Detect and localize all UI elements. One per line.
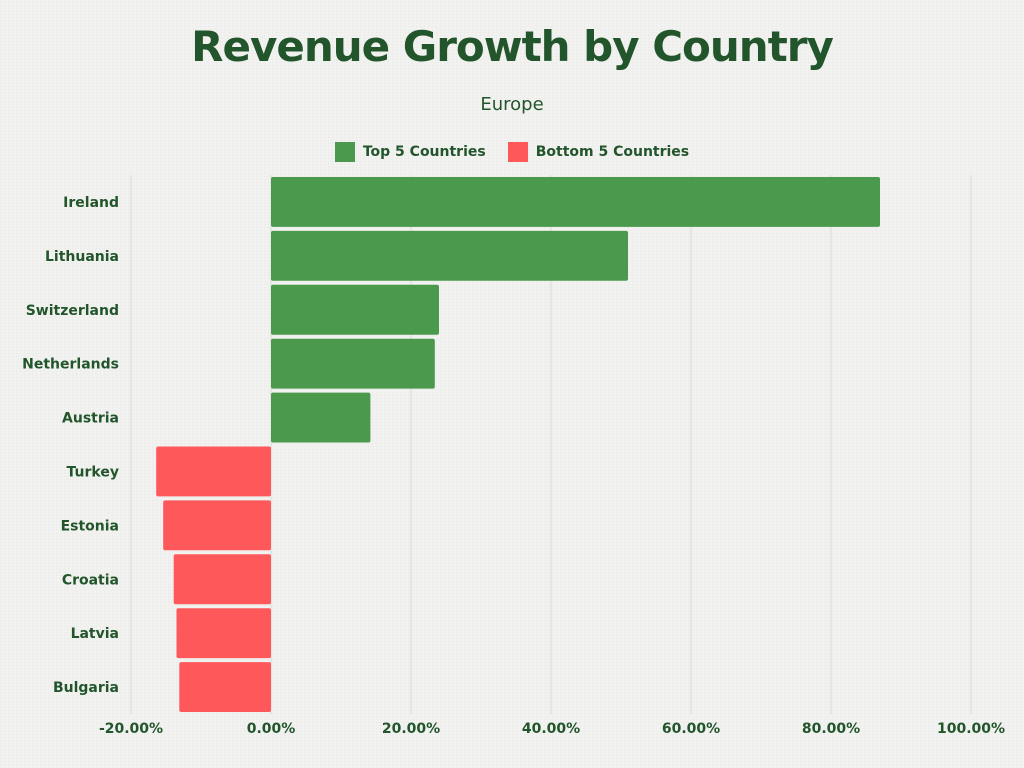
x-tick-label: 0.00% [247, 721, 296, 737]
legend-item-bottom[interactable]: Bottom 5 Countries [507, 142, 690, 162]
bar-lithuania[interactable] [271, 230, 628, 281]
legend-label-top: Top 5 Countries [362, 144, 486, 160]
legend-swatch-top [334, 142, 355, 162]
page-title: Revenue Growth by Country [191, 22, 834, 71]
legend-label-bottom: Bottom 5 Countries [535, 144, 690, 160]
category-label: Bulgaria [53, 680, 119, 696]
bar-latvia[interactable] [176, 608, 272, 659]
x-tick-label: -20.00% [99, 721, 163, 737]
category-label: Latvia [71, 626, 119, 642]
legend-swatch-bottom [507, 142, 528, 162]
category-label: Switzerland [26, 303, 119, 319]
bar-bulgaria[interactable] [179, 662, 271, 712]
chart-legend: Top 5 Countries Bottom 5 Countries [0, 142, 1024, 162]
category-label: Croatia [62, 572, 119, 588]
x-tick-label: 60.00% [662, 721, 720, 737]
bar-netherlands[interactable] [271, 338, 435, 389]
category-label: Ireland [63, 195, 119, 211]
x-tick-label: 80.00% [802, 721, 860, 737]
x-tick-label: 20.00% [382, 721, 440, 737]
category-label: Austria [62, 411, 119, 427]
bar-turkey[interactable] [156, 446, 271, 497]
legend-item-top[interactable]: Top 5 Countries [334, 142, 486, 162]
bar-ireland[interactable] [271, 177, 880, 227]
bar-estonia[interactable] [163, 500, 271, 551]
category-label: Netherlands [22, 357, 119, 373]
bar-switzerland[interactable] [271, 284, 439, 335]
category-label: Estonia [61, 518, 119, 534]
bar-croatia[interactable] [173, 554, 271, 605]
x-tick-label: 100.00% [937, 721, 1005, 737]
category-label: Turkey [67, 464, 119, 480]
bar-austria[interactable] [271, 392, 371, 443]
x-tick-label: 40.00% [522, 721, 580, 737]
chart-subtitle: Europe [480, 94, 544, 115]
category-label: Lithuania [45, 249, 119, 265]
